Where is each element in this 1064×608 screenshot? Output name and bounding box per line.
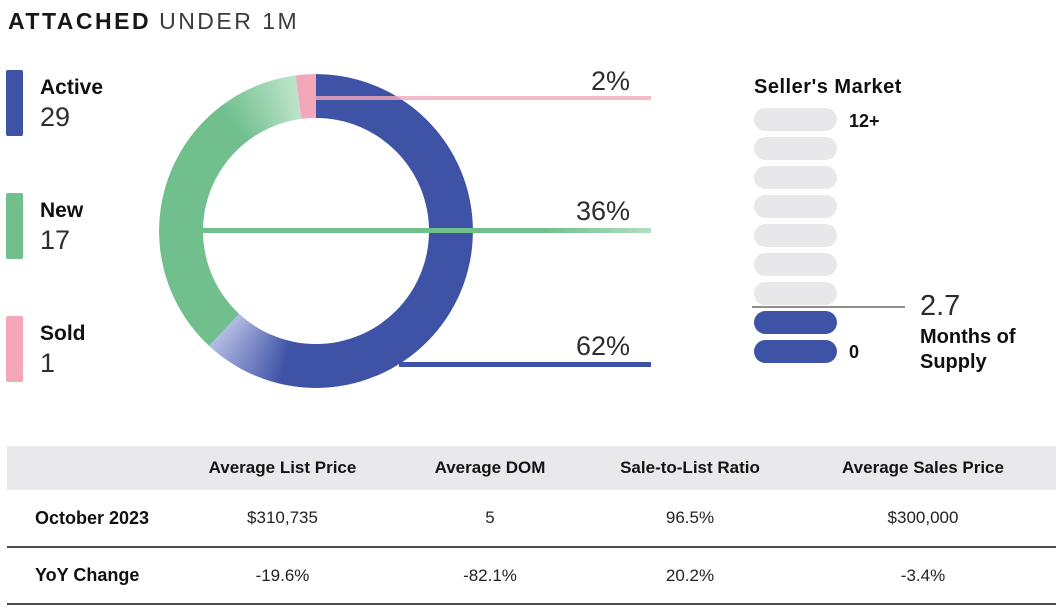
percent-label-new: 36% — [575, 196, 630, 226]
stats-table: Average List Price Average DOM Sale-to-L… — [7, 446, 1056, 605]
cell-avg-list-price: $310,735 — [247, 508, 318, 527]
legend-text: Active 29 — [40, 70, 103, 136]
cell-avg-list-price: -19.6% — [255, 565, 310, 585]
legend-text: New 17 — [40, 193, 83, 259]
gauge-segment — [754, 108, 837, 131]
legend-label-new: New — [40, 199, 84, 222]
gauge-segment — [754, 195, 837, 218]
gauge-unit-label: Months of Supply — [920, 325, 1016, 375]
page-title-secondary: UNDER 1M — [159, 8, 300, 34]
gauge-segment-filled — [754, 340, 837, 363]
legend-value-active: 29 — [40, 102, 71, 133]
gauge-unit-line1: Months of — [920, 326, 1016, 348]
table-row-october-2023: October 2023 $310,735 5 96.5% $300,000 — [7, 490, 1056, 547]
gauge-segment — [754, 253, 837, 276]
cell-sale-to-list: 96.5% — [665, 508, 715, 527]
active-color-swatch — [6, 70, 23, 136]
table-header-avg-dom: Average DOM — [390, 446, 590, 490]
callout-line-new — [160, 228, 651, 233]
callout-line-active — [399, 362, 651, 367]
gauge-min-label: 0 — [849, 342, 860, 362]
legend-item-new: New 17 — [6, 193, 83, 259]
table-header-avg-list-price: Average List Price — [175, 446, 390, 490]
callout-line-sold — [308, 96, 651, 100]
cell-avg-dom: 5 — [485, 508, 495, 527]
gauge-bars — [754, 108, 837, 363]
gauge-title: Seller's Market — [754, 76, 902, 98]
gauge-segment — [754, 282, 837, 305]
gauge-threshold-line — [752, 306, 905, 308]
cell-sale-to-list: 20.2% — [665, 565, 715, 585]
gauge-value: 2.7 — [920, 290, 961, 322]
legend-value-new: 17 — [40, 225, 71, 256]
table-header-empty — [7, 446, 175, 490]
table-row-yoy-change: YoY Change -19.6% -82.1% 20.2% -3.4% — [7, 547, 1056, 604]
legend-text: Sold 1 — [40, 316, 86, 382]
gauge-unit-line2: Supply — [920, 351, 987, 373]
row-label: October 2023 — [35, 507, 150, 528]
legend-item-sold: Sold 1 — [6, 316, 86, 382]
cell-avg-dom: -82.1% — [463, 565, 517, 585]
row-label: YoY Change — [35, 565, 140, 585]
percent-label-sold: 2% — [590, 66, 630, 96]
table-header-avg-sales-price: Average Sales Price — [790, 446, 1056, 490]
cell-avg-sales-price: $300,000 — [887, 508, 959, 527]
percent-label-active: 62% — [575, 331, 630, 361]
cell-avg-sales-price: -3.4% — [900, 565, 946, 585]
table-header-sale-to-list: Sale-to-List Ratio — [590, 446, 790, 490]
new-color-swatch — [6, 193, 23, 259]
legend-value-sold: 1 — [40, 348, 56, 379]
gauge-segment — [754, 166, 837, 189]
sold-color-swatch — [6, 316, 23, 382]
gauge-segment — [754, 224, 837, 247]
page-title-primary: ATTACHED — [8, 8, 152, 34]
gauge-segment — [754, 137, 837, 160]
page-title: ATTACHED UNDER 1M — [8, 8, 299, 35]
gauge-max-label: 12+ — [849, 111, 880, 131]
gauge-segment-filled — [754, 311, 837, 334]
table-header-row: Average List Price Average DOM Sale-to-L… — [7, 446, 1056, 490]
legend-label-active: Active — [40, 76, 104, 99]
legend-item-active: Active 29 — [6, 70, 103, 136]
legend-label-sold: Sold — [40, 322, 86, 345]
